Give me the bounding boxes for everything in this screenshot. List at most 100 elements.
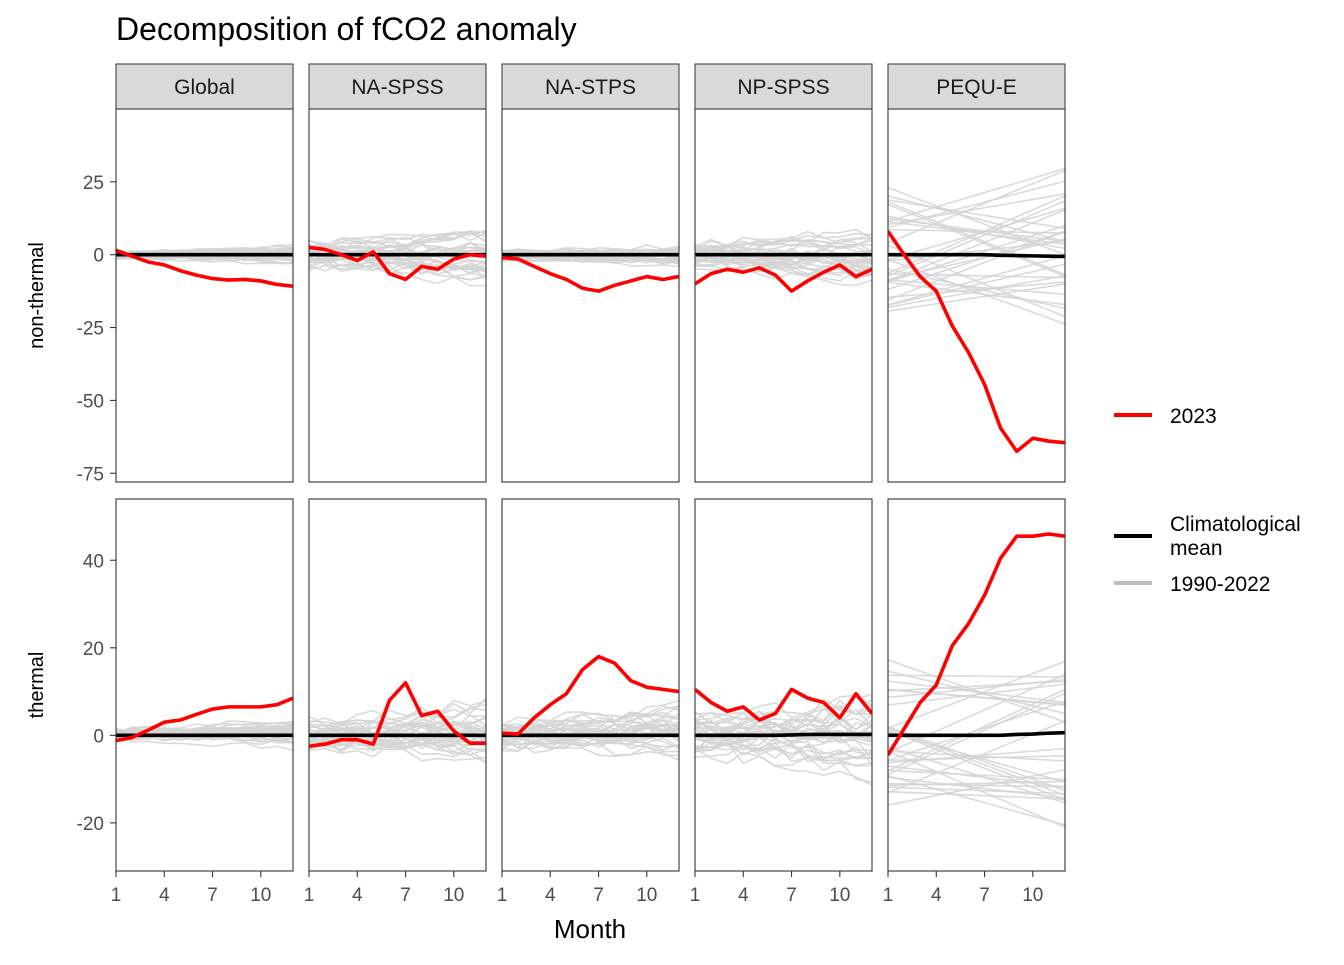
facet-strip <box>694 63 873 110</box>
series-2023-line <box>502 654 679 736</box>
historical-year-line <box>695 233 872 254</box>
historical-year-line <box>502 711 679 732</box>
historical-year-line <box>695 228 872 257</box>
series-2023-line <box>309 245 486 282</box>
x-tick-label: 1 <box>304 885 315 906</box>
series-2023-line <box>502 255 679 293</box>
x-tick-label: 10 <box>443 885 464 906</box>
y-tick-label: -50 <box>77 391 104 412</box>
historical-year-line <box>888 780 1065 787</box>
panel-border <box>694 108 873 483</box>
x-tick-label: 4 <box>352 885 363 906</box>
row-axis-label: non-thermal <box>26 242 48 349</box>
historical-year-line <box>888 674 1065 678</box>
labels-layer: Decomposition of fCO2 anomaly Global NA-SP… <box>26 11 1301 944</box>
historical-year-line <box>888 729 1065 801</box>
chart-title: Decomposition of fCO2 anomaly <box>116 11 577 47</box>
x-tick-label: 4 <box>159 885 170 906</box>
x-tick-label: 7 <box>979 885 990 906</box>
x-tick-label: 7 <box>786 885 797 906</box>
series-2023-line <box>116 696 293 743</box>
historical-year-line <box>695 704 872 727</box>
historical-year-line <box>888 167 1065 223</box>
historical-year-line <box>695 694 872 722</box>
y-tick-label: -25 <box>77 319 104 340</box>
historical-year-line <box>888 750 1065 828</box>
panel-border <box>501 498 680 872</box>
historical-year-line <box>888 209 1065 282</box>
historical-year-line <box>888 199 1065 230</box>
panel-plot-area <box>309 229 486 287</box>
y-tick-label: 25 <box>83 173 104 194</box>
facet-strip-label: NA-SPSS <box>351 76 443 99</box>
historical-year-line <box>888 731 1065 783</box>
historical-year-line <box>695 717 872 740</box>
x-tick-label: 7 <box>593 885 604 906</box>
panel-plot-area <box>116 244 293 288</box>
x-tick-label: 4 <box>545 885 556 906</box>
historical-year-line <box>309 258 486 281</box>
historical-year-line <box>888 244 1065 318</box>
series-2023-line <box>695 687 872 722</box>
historical-year-line <box>888 281 1065 306</box>
series-2023-line <box>888 230 1065 454</box>
legend-label: 1990-2022 <box>1170 573 1270 596</box>
historical-year-line <box>888 274 1065 308</box>
y-tick-label: 0 <box>93 246 104 267</box>
historical-year-line <box>888 215 1065 250</box>
historical-year-line <box>888 790 1065 800</box>
historical-year-line <box>695 258 872 276</box>
panel-border <box>887 498 1066 872</box>
historical-year-line <box>116 254 293 264</box>
historical-year-line <box>888 281 1065 299</box>
facet-strip <box>501 63 680 110</box>
historical-year-line <box>695 719 872 745</box>
panel-border <box>694 498 873 872</box>
historical-year-line <box>309 715 486 731</box>
series-2023-line <box>116 248 293 288</box>
panel-border <box>115 108 294 483</box>
climatological-mean-line <box>888 252 1065 259</box>
historical-year-line <box>888 169 1065 244</box>
facet-strip-label: NA-STPS <box>545 76 636 99</box>
panel-plot-area <box>502 654 679 761</box>
climatological-mean-line <box>888 730 1065 738</box>
x-tick-label: 1 <box>690 885 701 906</box>
y-tick-label: 20 <box>83 639 104 660</box>
historical-year-line <box>309 264 486 287</box>
historical-year-line <box>888 283 1065 313</box>
legend-label: mean <box>1170 537 1223 560</box>
panel-frames-layer <box>110 63 1152 877</box>
facet-strip-label: PEQU-E <box>936 76 1017 99</box>
row-axis-label: thermal <box>26 652 48 719</box>
panel-plot-area <box>502 244 679 293</box>
panel-plot-area <box>888 532 1065 828</box>
y-tick-label: 0 <box>93 726 104 747</box>
historical-year-line <box>695 729 872 753</box>
facet-strip <box>308 63 487 110</box>
x-tick-label: 4 <box>931 885 942 906</box>
series-2023-line <box>309 681 486 749</box>
panel-border <box>887 108 1066 483</box>
y-tick-label: 40 <box>83 551 104 572</box>
panel-plot-area <box>695 228 872 293</box>
historical-year-line <box>116 737 293 752</box>
x-tick-label: 4 <box>738 885 749 906</box>
facet-strip <box>887 63 1066 110</box>
facet-strip-label: Global <box>174 76 235 99</box>
panel-plot-area <box>116 696 293 752</box>
x-tick-label: 10 <box>250 885 271 906</box>
historical-year-line <box>888 263 1065 306</box>
historical-year-line <box>888 203 1065 278</box>
historical-year-line <box>309 703 486 731</box>
x-tick-label: 1 <box>111 885 122 906</box>
historical-year-line <box>502 729 679 751</box>
x-tick-label: 7 <box>207 885 218 906</box>
historical-year-line <box>888 279 1065 296</box>
x-tick-label: 1 <box>497 885 508 906</box>
x-axis-label: Month <box>554 914 626 944</box>
historical-lines-layer <box>116 167 1065 828</box>
series-2023-line <box>888 532 1065 756</box>
